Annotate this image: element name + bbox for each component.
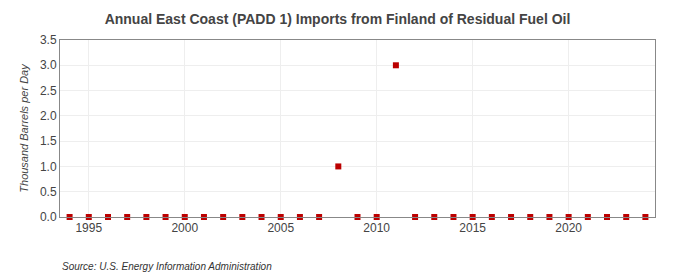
svg-text:Thousand Barrels per Day: Thousand Barrels per Day: [18, 63, 30, 193]
svg-text:2015: 2015: [459, 221, 486, 235]
svg-text:3.0: 3.0: [40, 58, 57, 72]
svg-text:2000: 2000: [171, 221, 198, 235]
svg-text:2020: 2020: [555, 221, 582, 235]
svg-text:2010: 2010: [363, 221, 390, 235]
svg-text:2.5: 2.5: [40, 84, 57, 98]
svg-text:Source: U.S. Energy Informatio: Source: U.S. Energy Information Administ…: [62, 261, 272, 272]
svg-text:2005: 2005: [267, 221, 294, 235]
svg-text:1.0: 1.0: [40, 160, 57, 174]
svg-text:1995: 1995: [75, 221, 102, 235]
svg-text:2.0: 2.0: [40, 109, 57, 123]
svg-text:3.5: 3.5: [40, 33, 57, 47]
svg-text:0.5: 0.5: [40, 185, 57, 199]
svg-text:Annual East Coast (PADD 1) Imp: Annual East Coast (PADD 1) Imports from …: [105, 11, 571, 27]
svg-text:0.0: 0.0: [40, 210, 57, 224]
svg-text:1.5: 1.5: [40, 134, 57, 148]
